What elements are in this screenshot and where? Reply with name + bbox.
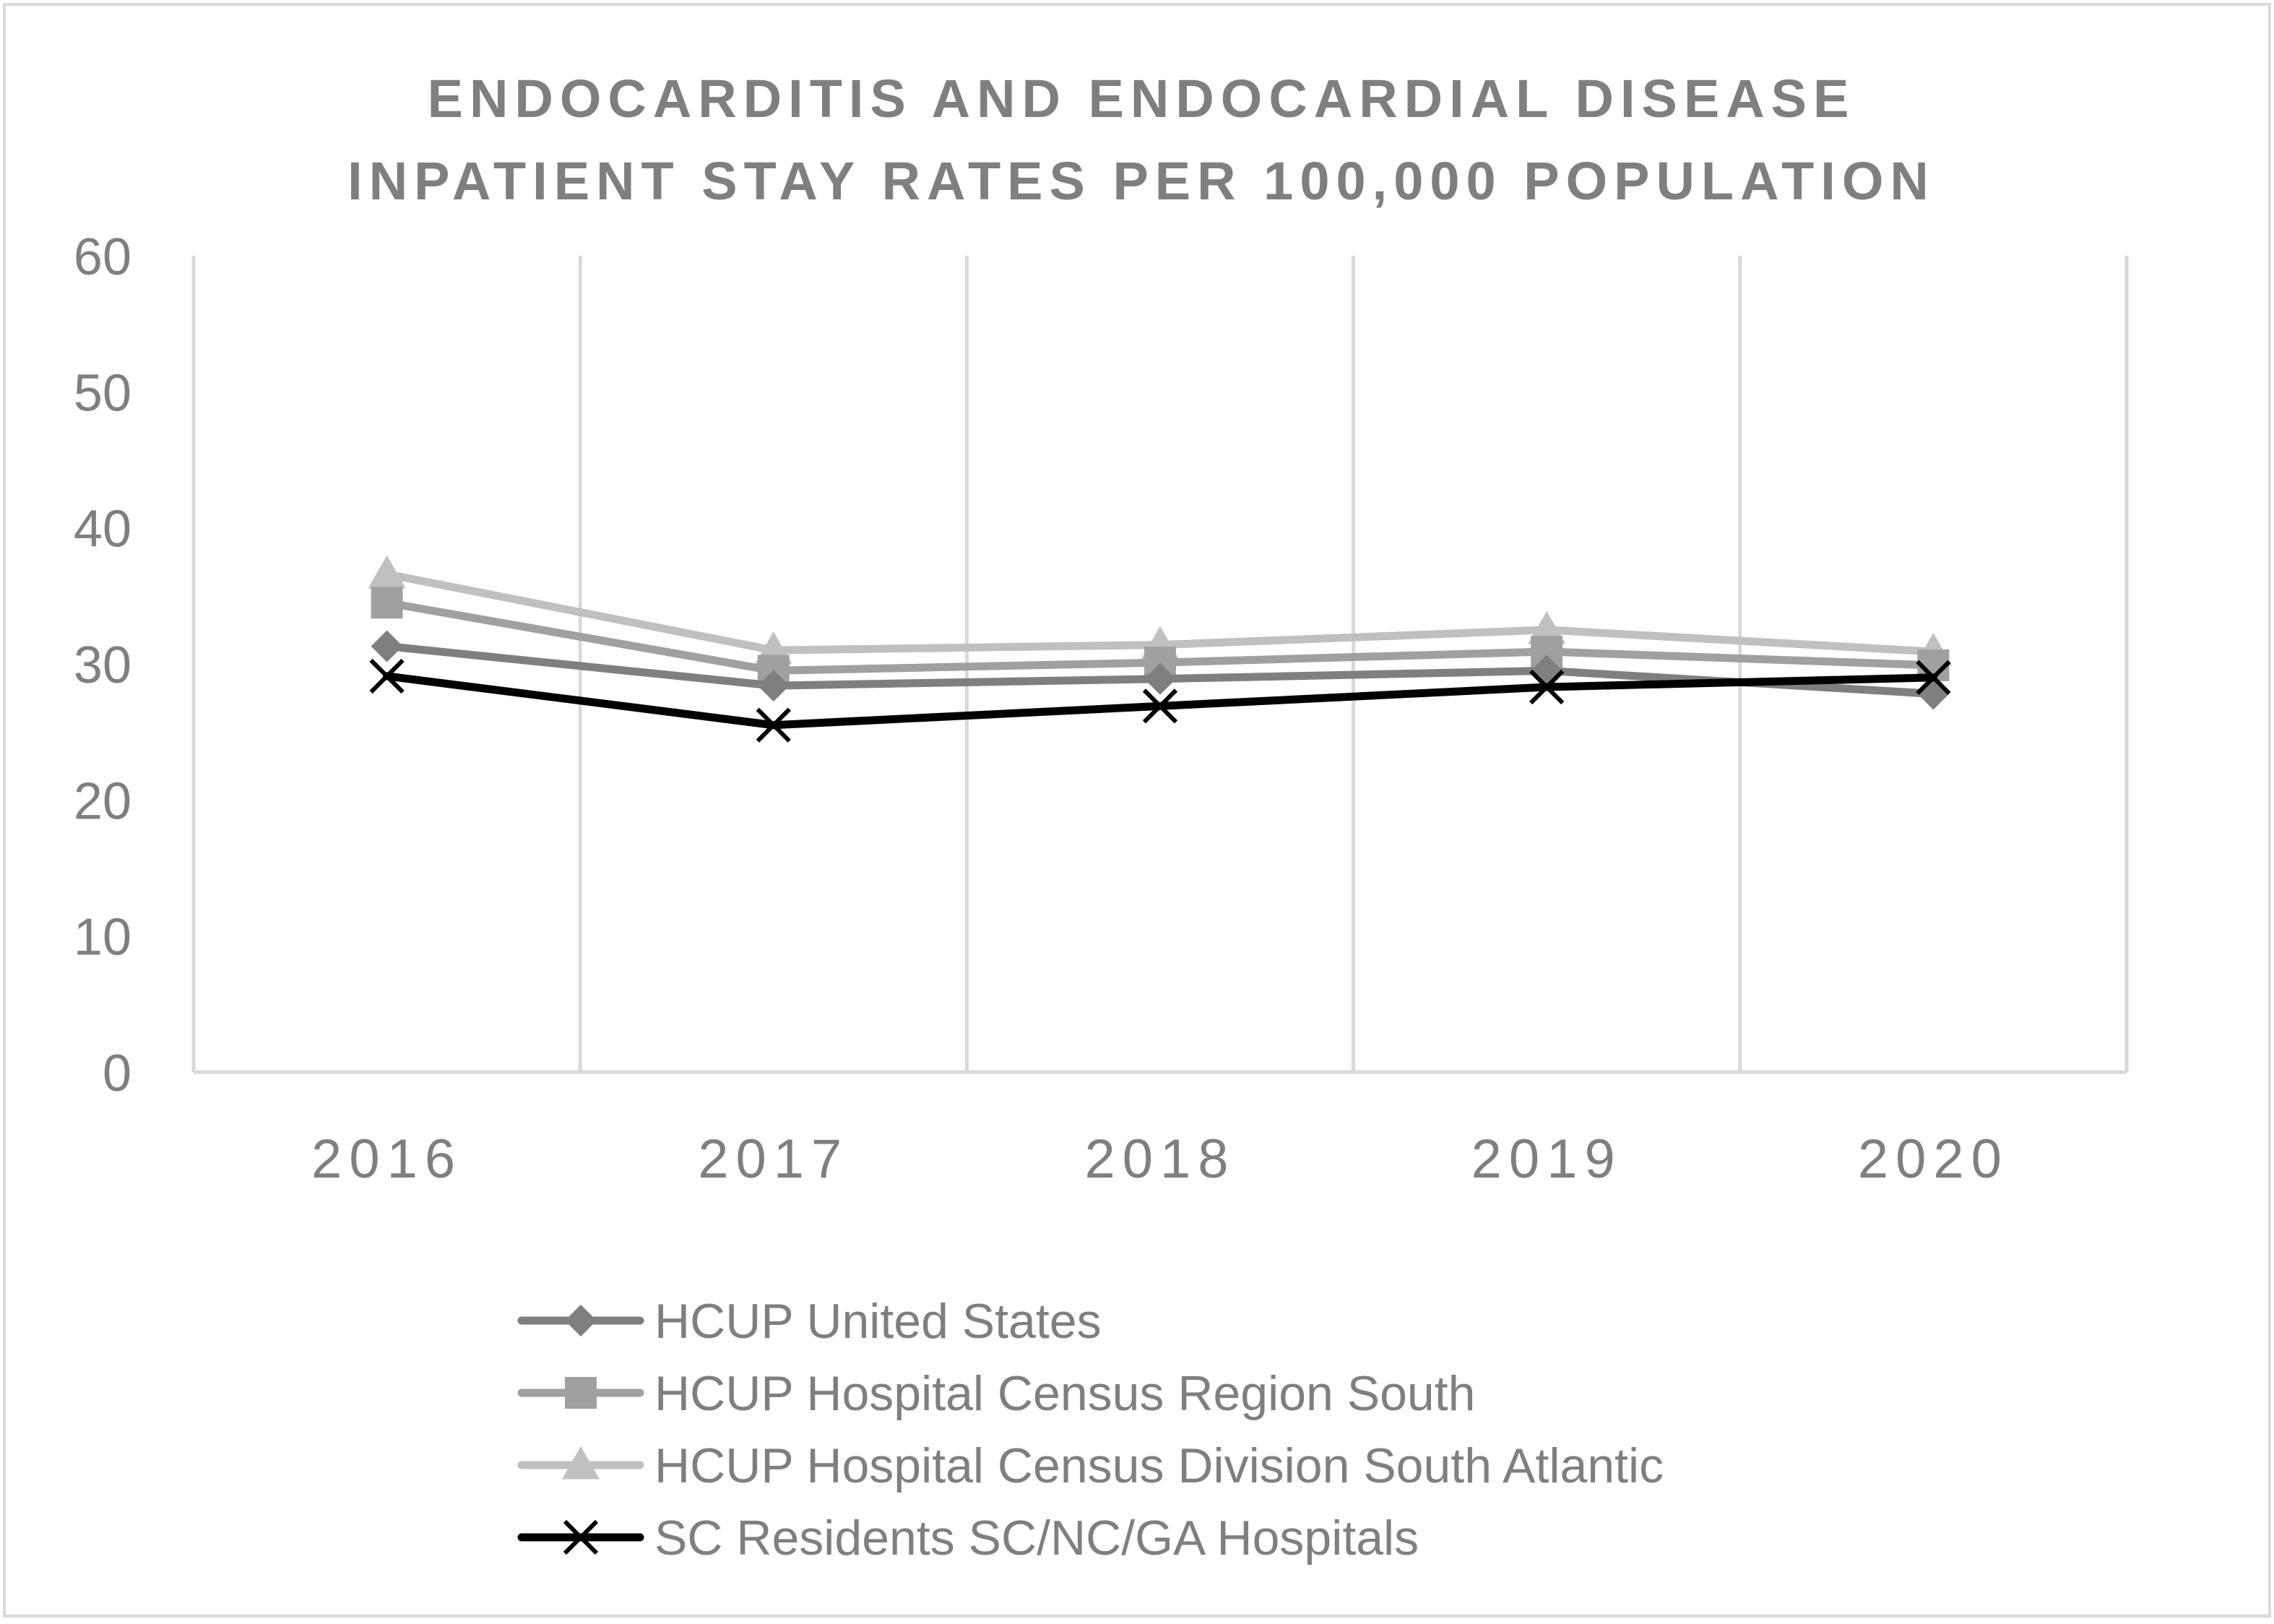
data-point-series-1: [1144, 662, 1176, 695]
chart-title-line-1: ENDOCARDITIS AND ENDOCARDIAL DISEASE: [428, 69, 1856, 129]
data-point-series-4: [1529, 669, 1565, 705]
data-point-series-4: [756, 707, 791, 743]
marker-stroke: [1916, 660, 1951, 695]
data-point-series-1: [757, 670, 790, 702]
data-point-series-3: [368, 555, 406, 589]
x-tick-label: 2016: [311, 1128, 462, 1190]
marker-stroke: [1142, 688, 1178, 724]
marker-stroke: [756, 707, 791, 743]
marker-stroke: [563, 1519, 599, 1555]
gridlines: [191, 256, 2129, 1072]
y-tick-label: 0: [103, 1045, 131, 1102]
legend-label: HCUP United States: [654, 1294, 1102, 1349]
legend: HCUP United States HCUP Hospital Census R…: [517, 1294, 1664, 1565]
legend-item: SC Residents SC/NC/GA Hospitals: [517, 1511, 1419, 1565]
chart-title-line-2: INPATIENT STAY RATES PER 100,000 POPULAT…: [347, 151, 1935, 211]
legend-label: HCUP Hospital Census Region South: [654, 1366, 1475, 1421]
x-tick-label: 2018: [1084, 1128, 1235, 1190]
legend-item: HCUP Hospital Census Division South Atla…: [517, 1438, 1664, 1493]
series-group: [368, 555, 1953, 743]
data-point-series-4: [1916, 660, 1951, 695]
legend-item: HCUP United States: [517, 1294, 1102, 1349]
data-point-series-3: [1528, 610, 1566, 644]
legend-label: SC Residents SC/NC/GA Hospitals: [654, 1511, 1419, 1565]
y-tick-label: 40: [74, 501, 131, 558]
y-tick-label: 50: [74, 364, 131, 422]
marker-stroke: [1529, 669, 1565, 705]
axes: 0 10 20 30 40 50 60 2016 2017 2018 2019 2020: [74, 228, 2127, 1190]
chart-border: [3, 3, 2271, 1617]
x-tick-label: 2019: [1471, 1128, 1622, 1190]
x-tick-label: 2020: [1858, 1128, 2009, 1190]
y-tick-label: 20: [74, 772, 131, 830]
data-point-series-4: [1142, 688, 1178, 724]
data-point-series-4: [369, 658, 405, 694]
y-tick-label: 60: [74, 228, 131, 286]
legend-marker: [563, 1519, 599, 1555]
legend-label: HCUP Hospital Census Division South Atla…: [654, 1438, 1664, 1493]
x-tick-label: 2017: [698, 1128, 849, 1190]
marker-stroke: [369, 658, 405, 694]
legend-item: HCUP Hospital Census Region South: [517, 1366, 1475, 1421]
data-point-series-1: [371, 630, 403, 662]
legend-marker: [565, 1377, 597, 1409]
y-tick-label: 10: [74, 909, 131, 967]
legend-marker: [565, 1305, 597, 1336]
data-point-series-2: [371, 587, 403, 619]
legend-marker: [562, 1446, 600, 1480]
y-tick-label: 30: [74, 636, 131, 694]
